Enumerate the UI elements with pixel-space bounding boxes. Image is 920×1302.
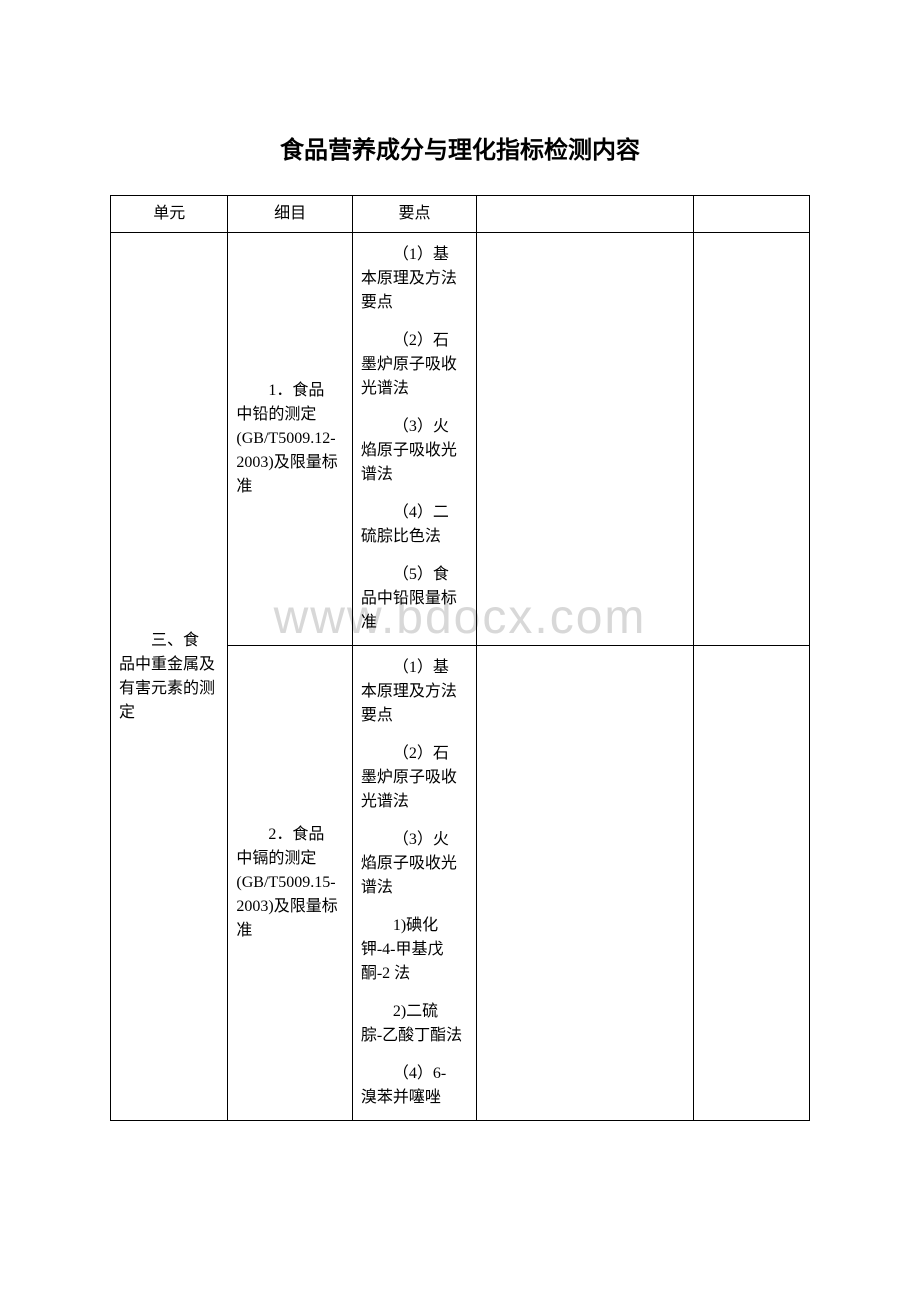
point-item: （1）基 本原理及方法要点 (361, 656, 468, 728)
point-item: （1）基 本原理及方法要点 (361, 243, 468, 315)
header-detail: 细目 (228, 196, 352, 233)
point-rest: 钾-4-甲基戊酮-2 法 (361, 938, 468, 986)
unit-text-line1: 三、食 (119, 629, 219, 653)
point-rest: 焰原子吸收光谱法 (361, 439, 468, 487)
point-line1: （4）6- (361, 1062, 468, 1086)
point-line1: 2)二硫 (361, 1000, 468, 1024)
point-line1: （3）火 (361, 828, 468, 852)
point-rest: 焰原子吸收光谱法 (361, 852, 468, 900)
table-header-row: 单元 细目 要点 (111, 196, 810, 233)
point-rest: 溴苯并噻唑 (361, 1086, 468, 1110)
point-item: （3）火 焰原子吸收光谱法 (361, 415, 468, 487)
detail-cell-2: 2．食品 中镉的测定(GB/T5009.15-2003)及限量标准 (228, 646, 352, 1121)
empty-cell (693, 233, 809, 646)
table-row: 三、食 品中重金属及有害元素的测定 1．食品 中铅的测定(GB/T5009.12… (111, 233, 810, 646)
header-empty-2 (693, 196, 809, 233)
point-rest: 本原理及方法要点 (361, 267, 468, 315)
point-rest: 墨炉原子吸收光谱法 (361, 766, 468, 814)
point-rest: 腙-乙酸丁酯法 (361, 1024, 468, 1048)
point-rest: 品中铅限量标准 (361, 587, 468, 635)
header-point: 要点 (352, 196, 476, 233)
header-unit: 单元 (111, 196, 228, 233)
point-item: （4）6- 溴苯并噻唑 (361, 1062, 468, 1110)
point-item: 2)二硫 腙-乙酸丁酯法 (361, 1000, 468, 1048)
point-line1: （3）火 (361, 415, 468, 439)
content-table: 单元 细目 要点 三、食 品中重金属及有害元素的测定 1．食品 中铅的测定(GB… (110, 195, 810, 1121)
point-item: （4）二 硫腙比色法 (361, 501, 468, 549)
unit-text-rest: 品中重金属及有害元素的测定 (119, 653, 219, 725)
points-cell-1: （1）基 本原理及方法要点 （2）石 墨炉原子吸收光谱法 （3）火 焰原子吸收光… (352, 233, 476, 646)
point-item: （2）石 墨炉原子吸收光谱法 (361, 329, 468, 401)
point-line1: （1）基 (361, 656, 468, 680)
detail-cell-1: 1．食品 中铅的测定(GB/T5009.12-2003)及限量标准 (228, 233, 352, 646)
point-line1: （5）食 (361, 563, 468, 587)
point-item: （3）火 焰原子吸收光谱法 (361, 828, 468, 900)
empty-cell (693, 646, 809, 1121)
point-line1: （4）二 (361, 501, 468, 525)
detail2-line1: 2．食品 (236, 823, 343, 847)
point-rest: 本原理及方法要点 (361, 680, 468, 728)
point-rest: 墨炉原子吸收光谱法 (361, 353, 468, 401)
detail1-line1: 1．食品 (236, 379, 343, 403)
point-line1: （2）石 (361, 329, 468, 353)
point-line1: 1)碘化 (361, 914, 468, 938)
header-empty-1 (477, 196, 694, 233)
empty-cell (477, 233, 694, 646)
point-rest: 硫腙比色法 (361, 525, 468, 549)
page-title: 食品营养成分与理化指标检测内容 (110, 130, 810, 165)
page-content: 食品营养成分与理化指标检测内容 单元 细目 要点 三、食 品中重金属及有害元素的… (0, 0, 920, 1121)
points-cell-2: （1）基 本原理及方法要点 （2）石 墨炉原子吸收光谱法 （3）火 焰原子吸收光… (352, 646, 476, 1121)
detail2-rest: 中镉的测定(GB/T5009.15-2003)及限量标准 (236, 847, 343, 943)
detail1-rest: 中铅的测定(GB/T5009.12-2003)及限量标准 (236, 403, 343, 499)
unit-cell: 三、食 品中重金属及有害元素的测定 (111, 233, 228, 1121)
point-item: 1)碘化 钾-4-甲基戊酮-2 法 (361, 914, 468, 986)
point-line1: （2）石 (361, 742, 468, 766)
point-item: （5）食 品中铅限量标准 (361, 563, 468, 635)
point-line1: （1）基 (361, 243, 468, 267)
point-item: （2）石 墨炉原子吸收光谱法 (361, 742, 468, 814)
empty-cell (477, 646, 694, 1121)
